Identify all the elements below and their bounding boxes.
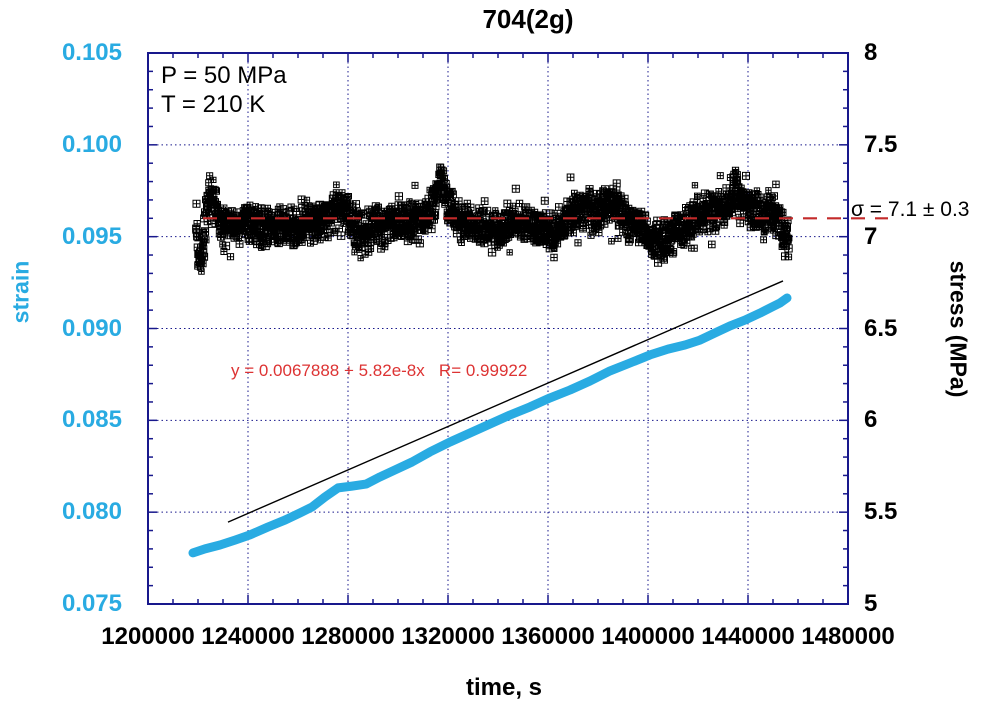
x-tick-label: 1280000 <box>301 623 395 650</box>
pressure-annotation: P = 50 MPa <box>161 62 287 89</box>
y-right-axis-title: stress (MPa) <box>945 260 972 398</box>
fit-line <box>227 280 784 523</box>
y-left-tick-label: 0.085 <box>61 406 122 434</box>
y-right-tick-label: 7.5 <box>864 130 898 158</box>
x-tick-label: 1320000 <box>401 623 495 650</box>
y-right-tick-label: 6 <box>864 406 878 434</box>
y-left-tick-label: 0.080 <box>61 498 122 526</box>
y-left-tick-label: 0.095 <box>61 222 122 250</box>
chart-title: 704(2g) <box>482 4 574 34</box>
x-tick-label: 1240000 <box>201 623 295 650</box>
x-tick-label: 1440000 <box>701 623 795 650</box>
x-axis-title: time, s <box>465 674 543 701</box>
y-right-tick-label: 5 <box>864 590 878 617</box>
y-right-tick-label: 7 <box>864 222 878 250</box>
strain-curve <box>188 293 792 558</box>
x-tick-label: 1360000 <box>501 623 595 650</box>
x-tick-label: 1480000 <box>801 623 895 650</box>
y-right-tick-label: 6.5 <box>864 314 898 342</box>
y-right-tick-label: 8 <box>864 39 878 66</box>
x-tick-label: 1400000 <box>601 623 695 650</box>
sigma-annotation: σ = 7.1 ± 0.3 <box>851 198 970 221</box>
temperature-annotation: T = 210 K <box>161 91 266 118</box>
y-left-tick-label: 0.100 <box>61 130 122 158</box>
y-left-tick-label: 0.105 <box>61 39 122 66</box>
x-tick-label: 1200000 <box>101 623 195 650</box>
y-left-axis-title: strain <box>7 260 34 324</box>
plot-frame <box>147 52 849 605</box>
y-left-tick-label: 0.075 <box>61 590 122 617</box>
fit-equation-annotation: y = 0.0067888 + 5.82e-8x R= 0.99922 <box>231 361 528 380</box>
y-right-tick-label: 5.5 <box>864 498 898 526</box>
y-left-tick-label: 0.090 <box>61 314 122 342</box>
stress-scatter-series <box>192 163 793 275</box>
grid-lines <box>148 53 848 604</box>
